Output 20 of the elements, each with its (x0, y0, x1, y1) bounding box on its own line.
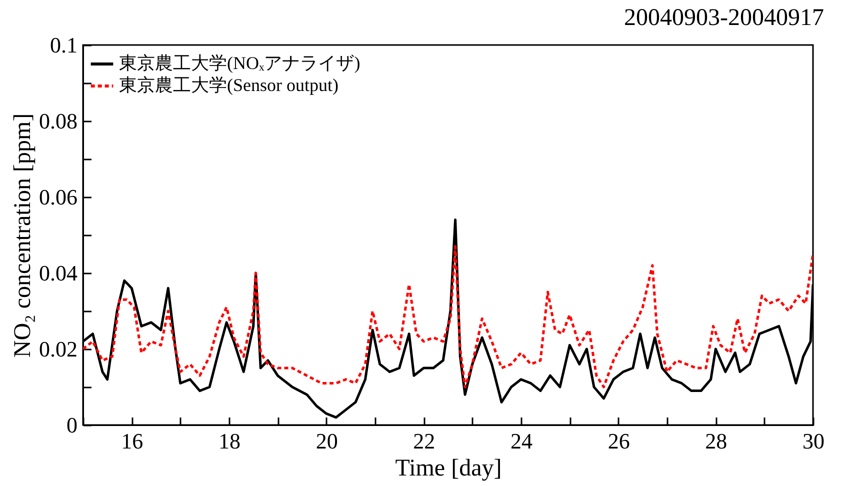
x-tick-label: 24 (510, 428, 532, 454)
legend-label: 東京農工大学(Sensor output) (119, 75, 338, 95)
line-series (83, 245, 813, 388)
y-tick-label: 0.04 (39, 260, 78, 286)
y-axis-title: NO₂ concentration [ppm] (10, 113, 36, 358)
chart-title: 20040903-20040917 (624, 5, 824, 31)
y-tick-label: 0.1 (50, 32, 78, 58)
x-axis-title: Time [day] (395, 456, 502, 482)
x-tick-label: 26 (608, 428, 630, 454)
x-tick-label: 22 (413, 428, 436, 454)
y-tick-label: 0.06 (39, 184, 78, 210)
x-tick-label: 28 (705, 428, 728, 454)
x-tick-label: 16 (121, 428, 144, 454)
y-tick-label: 0 (66, 412, 78, 438)
legend-label: 東京農工大学(NOₓアナライザ) (119, 53, 360, 73)
y-tick-label: 0.08 (39, 108, 78, 134)
x-tick-label: 18 (218, 428, 240, 454)
x-tick-label: 20 (316, 428, 338, 454)
x-tick-label: 30 (802, 428, 824, 454)
y-tick-label: 0.02 (39, 336, 78, 362)
